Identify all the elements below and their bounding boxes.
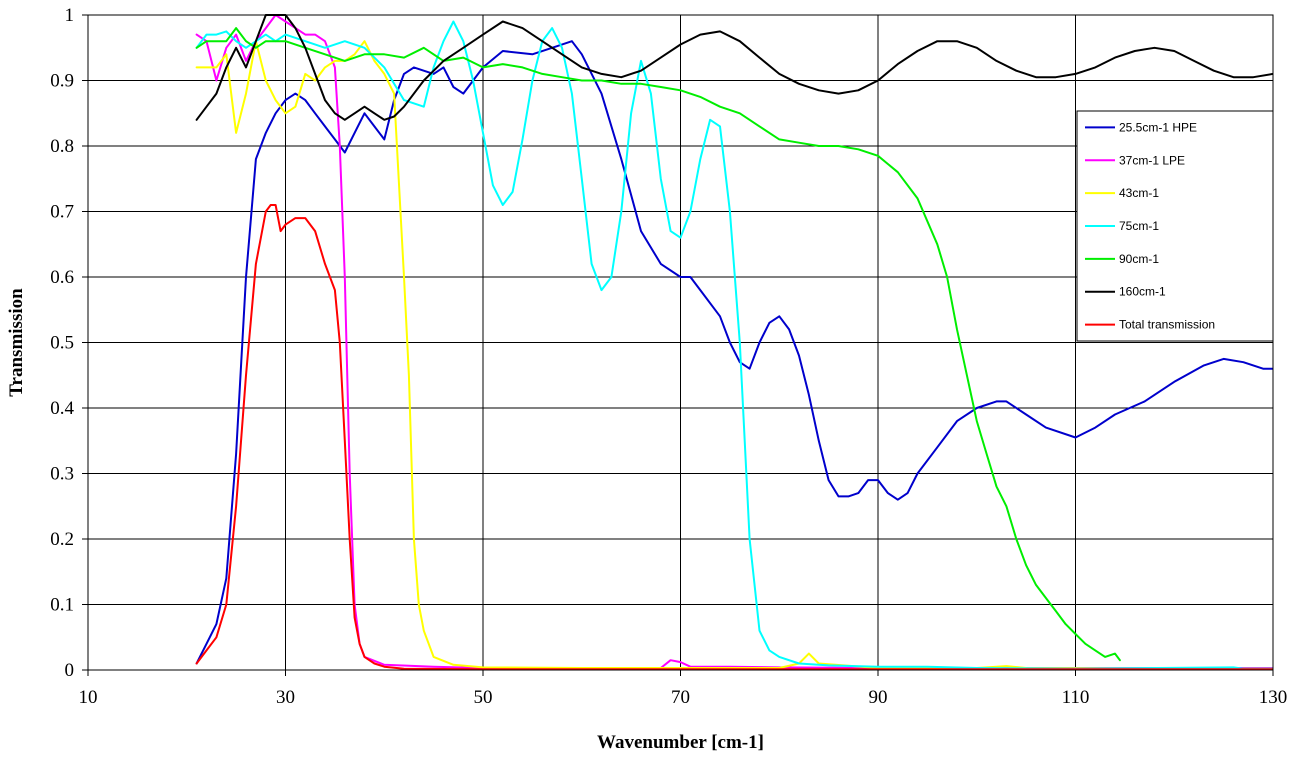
x-tick-label: 10 [79,687,98,708]
y-tick-label: 0.7 [50,202,74,223]
y-tick-label: 0.6 [50,267,74,288]
y-tick-label: 0.8 [50,136,74,157]
series-line-7 [195,204,1273,671]
series-line-6 [195,14,1273,121]
legend-label: 160cm-1 [1119,285,1166,299]
x-tick-label: 130 [1259,687,1288,708]
x-tick-label: 90 [869,687,888,708]
legend-label: 43cm-1 [1119,186,1159,200]
plot-frame [87,14,1274,671]
x-axis-title: Wavenumber [cm-1] [597,732,764,753]
series-line-5 [195,27,1121,662]
series-lines [195,14,1273,671]
y-tick-label: 1 [65,5,75,26]
y-tick-label: 0.4 [50,398,74,419]
legend: 25.5cm-1 HPE 37cm-1 LPE 43cm-1 75cm-1 90cm-1… [1076,110,1274,342]
y-tick-label: 0.5 [50,333,74,354]
series-line-1 [195,40,1273,665]
legend-label: 25.5cm-1 HPE [1119,120,1197,134]
legend-label: 37cm-1 LPE [1119,153,1185,167]
y-tick-label: 0.1 [50,595,74,616]
x-tick-label: 30 [276,687,295,708]
legend-label: 90cm-1 [1119,252,1159,266]
series-line-4 [195,20,1273,670]
y-tick-label: 0.2 [50,529,74,550]
series-line-3 [195,40,1273,670]
x-tick-label: 70 [671,687,690,708]
x-tick-label: 50 [474,687,493,708]
y-tick-label: 0.3 [50,464,74,485]
y-tick-label: 0.9 [50,71,74,92]
legend-label: Total transmission [1119,318,1215,332]
x-tick-label: 110 [1062,687,1090,708]
legend-label: 75cm-1 [1119,219,1159,233]
y-tick-label: 0 [65,660,75,681]
y-axis-title: Transmission [6,288,27,397]
